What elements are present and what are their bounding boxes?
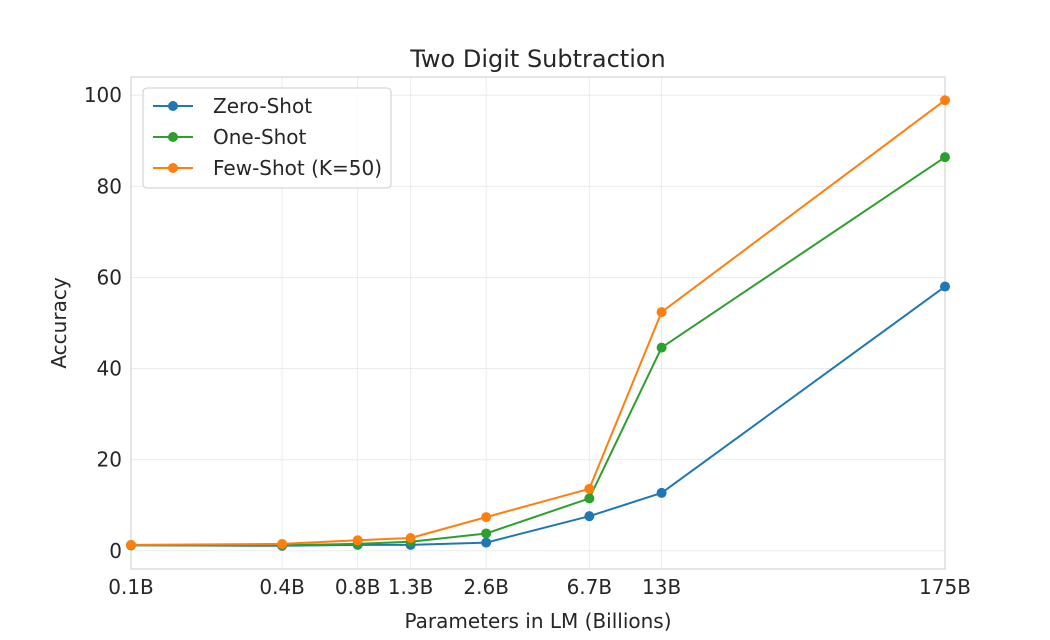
- data-point-few-shot-k-50: [405, 533, 416, 544]
- x-tick-label: 0.8B: [335, 575, 381, 599]
- legend-box: [142, 87, 392, 189]
- series-line-one-shot: [131, 156, 946, 547]
- y-tick-label: 60: [97, 265, 122, 289]
- y-tick-label: 80: [97, 174, 122, 198]
- legend-label-one-shot: One-Shot: [213, 125, 307, 149]
- x-tick-label: 175B: [919, 575, 971, 599]
- axis-labels: 0 20 40 60 80 100 0.1B 0.4B 0.8B 1.3B 2.6B 6.7B 13B 1…: [84, 83, 971, 599]
- data-point-zero-shot: [481, 537, 492, 548]
- x-axis-title: Parameters in LM (Billions): [404, 609, 671, 633]
- y-axis-title: Accuracy: [47, 277, 71, 368]
- plot-area-frame: [130, 76, 946, 570]
- x-tick-label: 0.1B: [108, 575, 154, 599]
- x-tick-label: 2.6B: [463, 575, 509, 599]
- data-point-few-shot-k-50: [656, 307, 667, 318]
- data-point-zero-shot: [584, 511, 595, 522]
- data-point-few-shot-k-50: [940, 95, 950, 106]
- legend-label-few-shot-k-50: Few-Shot (K=50): [213, 156, 382, 180]
- x-tick-label: 13B: [642, 575, 681, 599]
- data-point-one-shot: [940, 152, 950, 163]
- x-tick-label: 0.4B: [259, 575, 305, 599]
- data-point-one-shot: [584, 493, 595, 504]
- data-point-one-shot: [656, 342, 667, 353]
- data-point-few-shot-k-50: [126, 539, 136, 550]
- data-point-few-shot-k-50: [352, 535, 363, 546]
- series-line-zero-shot: [130, 285, 946, 547]
- y-tick-label: 100: [84, 83, 122, 107]
- series-line-few-shot-k-50: [130, 99, 946, 546]
- chart-title: Two Digit Subtraction: [409, 45, 666, 73]
- x-tick-label: 1.3B: [388, 575, 434, 599]
- data-point-few-shot-k-50: [277, 538, 288, 549]
- legend-marker-one-shot: [168, 132, 178, 142]
- legend: Zero-Shot One-Shot Few-Shot (K=50): [142, 87, 392, 189]
- data-point-one-shot: [481, 528, 492, 539]
- legend-label-zero-shot: Zero-Shot: [213, 94, 312, 118]
- data-point-few-shot-k-50: [584, 483, 595, 494]
- data-point-zero-shot: [940, 281, 950, 292]
- x-tick-label: 6.7B: [567, 575, 613, 599]
- data-point-few-shot-k-50: [481, 512, 492, 523]
- y-tick-label: 0: [109, 539, 122, 563]
- y-tick-label: 40: [97, 357, 122, 381]
- legend-marker-few-shot-k-50: [168, 163, 178, 173]
- data-point-zero-shot: [656, 487, 667, 498]
- series-layer: [126, 95, 950, 551]
- y-tick-label: 20: [97, 448, 122, 472]
- legend-marker-zero-shot: [168, 101, 178, 111]
